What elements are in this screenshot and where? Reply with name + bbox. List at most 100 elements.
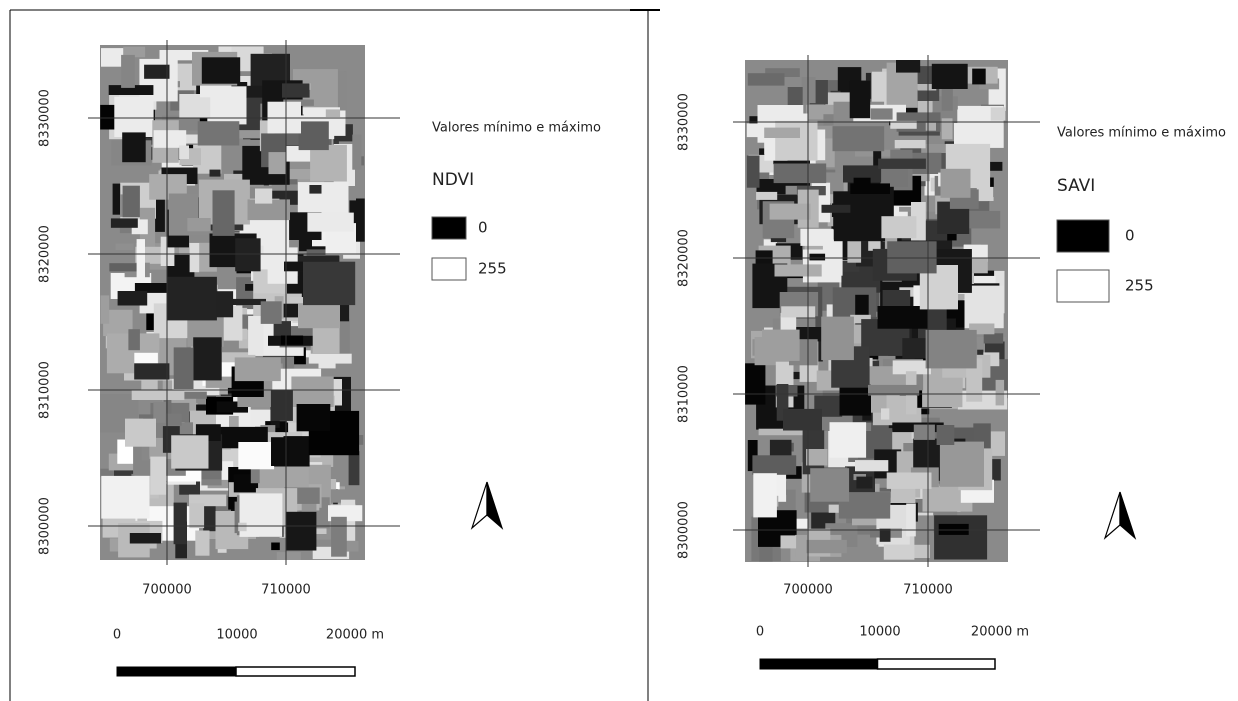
raster-patch (309, 354, 352, 364)
raster-patch (840, 385, 872, 416)
raster-patch (770, 204, 811, 220)
raster-patch (991, 107, 1006, 120)
north-arrow (487, 482, 502, 528)
raster-patch (111, 218, 138, 227)
x-coordinate-label: 700000 (783, 583, 833, 598)
raster-image (100, 45, 365, 560)
raster-patch (810, 468, 849, 502)
raster-patch (977, 187, 994, 201)
raster-patch (764, 128, 800, 138)
raster-patch (195, 531, 209, 556)
legend-swatch (1057, 220, 1109, 252)
raster-patch (745, 363, 765, 404)
scale-label: 20000 m (971, 625, 1029, 640)
raster-patch (255, 189, 272, 204)
raster-patch (984, 333, 1004, 343)
raster-patch (878, 306, 929, 329)
scale-bar (760, 659, 878, 669)
legend-label: 0 (478, 219, 488, 237)
raster-patch (235, 357, 281, 381)
y-coordinate-label: 8300000 (38, 497, 53, 555)
raster-patch (235, 238, 260, 271)
raster-patch (144, 65, 169, 79)
raster-patch (303, 262, 355, 305)
raster-patch (881, 216, 916, 238)
raster-patch (291, 377, 333, 408)
y-coordinate-label: 8320000 (677, 229, 692, 287)
raster-patch (187, 218, 210, 231)
raster-patch (203, 504, 215, 532)
raster-patch (781, 535, 797, 548)
raster-patch (326, 109, 340, 117)
raster-patch (130, 533, 161, 544)
scale-label: 10000 (216, 628, 257, 643)
raster-patch (122, 132, 146, 162)
raster-patch (821, 317, 854, 361)
raster-patch (356, 199, 365, 242)
y-coordinate-label: 8320000 (38, 225, 53, 283)
y-coordinate-label: 8330000 (38, 89, 53, 147)
legend-label: 255 (478, 260, 507, 278)
raster-patch (269, 152, 286, 174)
raster-patch (856, 477, 872, 489)
raster-patch (753, 473, 777, 517)
raster-patch (878, 159, 926, 169)
scale-bar (117, 667, 236, 676)
raster-patch (174, 347, 194, 389)
raster-patch (210, 170, 221, 177)
y-coordinate-label: 8310000 (677, 365, 692, 423)
raster-patch (123, 186, 140, 218)
raster-patch (309, 185, 321, 194)
raster-patch (781, 306, 815, 317)
raster-patch (887, 473, 932, 489)
raster-patch (871, 108, 893, 119)
raster-patch (880, 529, 891, 542)
y-coordinate-label: 8310000 (38, 361, 53, 419)
raster-patch (747, 156, 760, 188)
raster-patch (914, 425, 935, 440)
raster-patch (202, 57, 240, 83)
scale-label: 0 (113, 628, 121, 643)
raster-patch (307, 213, 353, 232)
scale-bar (878, 659, 996, 669)
raster-image (745, 60, 1008, 562)
raster-patch (942, 118, 953, 139)
raster-patch (189, 503, 204, 528)
raster-patch (298, 182, 349, 216)
raster-patch (881, 408, 889, 419)
raster-patch (174, 503, 187, 545)
scale-label: 10000 (859, 625, 900, 640)
raster-patch (934, 515, 987, 559)
scale-label: 20000 m (326, 628, 384, 643)
raster-patch (932, 64, 968, 89)
raster-patch (940, 442, 984, 487)
raster-patch (114, 97, 153, 137)
y-coordinate-label: 8330000 (677, 93, 692, 151)
raster-patch (834, 213, 885, 241)
legend-swatch (1057, 270, 1109, 302)
raster-patch (238, 442, 274, 469)
raster-patch (895, 140, 926, 148)
raster-patch (756, 192, 777, 200)
north-arrow (1120, 492, 1135, 538)
raster-patch (179, 145, 189, 159)
north-arrow (1105, 492, 1120, 538)
raster-patch (109, 263, 139, 271)
raster-patch (179, 94, 210, 118)
raster-patch (906, 504, 916, 537)
layer-name: SAVI (1057, 176, 1095, 196)
x-coordinate-label: 710000 (903, 583, 953, 598)
y-coordinate-label: 8300000 (677, 501, 692, 559)
raster-patch (926, 123, 936, 131)
legend-heading: Valores mínimo e máximo (1057, 126, 1226, 141)
raster-patch (132, 390, 185, 400)
raster-patch (101, 295, 110, 323)
raster-patch (238, 523, 246, 532)
figure: 8330000 8320000 8310000 8300000 700000 710000… (0, 0, 1238, 701)
raster-patch (277, 552, 301, 560)
raster-patch (349, 451, 360, 485)
north-arrow (472, 482, 487, 528)
raster-patch (939, 524, 969, 535)
legend-swatch (432, 258, 466, 280)
raster-patch (775, 121, 817, 161)
